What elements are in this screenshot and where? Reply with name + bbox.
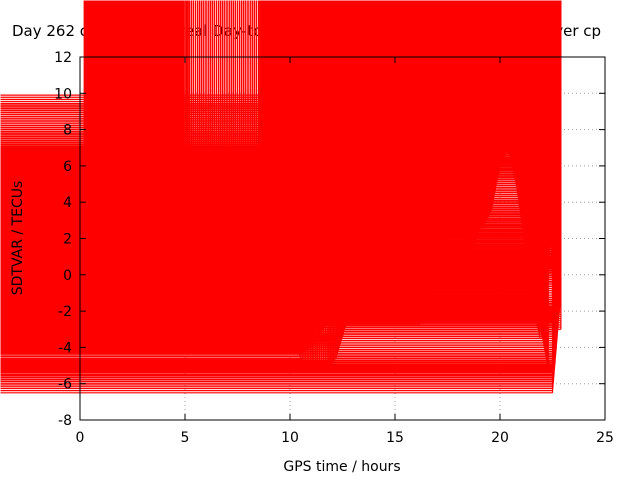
x-tick-labels: 0 5 10 15 20 25 [76,430,614,446]
y-tick-label: -8 [58,413,72,429]
y-tick-labels: -8 -6 -4 -2 0 2 4 6 8 10 12 [54,50,72,429]
x-tick-label: 25 [596,430,614,446]
y-tick-label: -6 [58,377,72,393]
y-tick-label: 6 [63,159,72,175]
x-tick-label: 0 [76,430,85,446]
y-tick-label: 10 [54,86,72,102]
series-track-e [0,0,562,394]
x-tick-label: 5 [181,430,190,446]
data-markers [0,0,562,394]
axis-ticks [79,56,606,421]
y-tick-label: 8 [63,123,72,139]
x-tick-label: 20 [491,430,509,446]
y-tick-label: 2 [63,232,72,248]
x-axis-label: GPS time / hours [283,459,400,475]
y-axis-label: SDTVAR / TECUs [10,181,26,296]
x-tick-label: 15 [386,430,404,446]
y-tick-label: -4 [58,340,72,356]
x-tick-label: 10 [281,430,299,446]
y-tick-label: 12 [54,50,72,66]
y-tick-label: 4 [63,195,72,211]
y-tick-label: -2 [58,304,72,320]
y-tick-label: 0 [63,268,72,284]
